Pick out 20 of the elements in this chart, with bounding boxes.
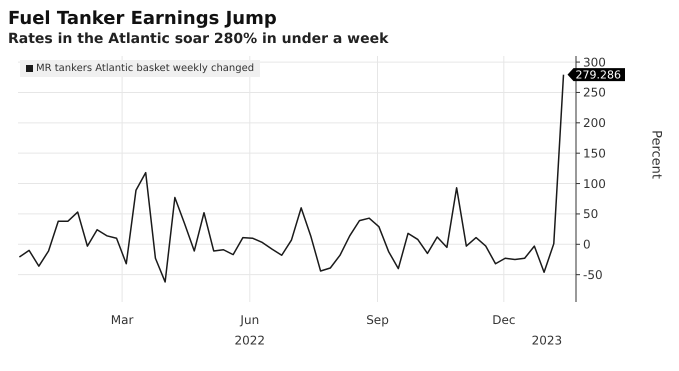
data-label: 279.286 [576, 68, 622, 82]
x2-tick-label: 2023 [532, 334, 562, 348]
chart-title: Fuel Tanker Earnings Jump [8, 8, 278, 30]
y-tick-label: 100 [583, 176, 606, 191]
y-axis-title: Percent [648, 130, 664, 179]
x-tick-label: Mar [110, 313, 134, 327]
x2-tick-label: 2022 [234, 334, 266, 348]
y-tick-label: 150 [583, 146, 606, 160]
y-tick-label: -50 [583, 268, 603, 282]
x-tick-label: Sep [366, 313, 389, 327]
legend-label: MR tankers Atlantic basket weekly changed [35, 63, 254, 74]
y-tick-label: 50 [583, 207, 598, 222]
x-tick-label: Dec [492, 313, 516, 327]
y-tick-label: 250 [583, 86, 606, 100]
chart-subtitle: Rates in the Atlantic soar 280% in under a week [8, 30, 390, 48]
line-series [18, 74, 564, 283]
y-tick-label: 300 [583, 55, 606, 70]
y-tick-label: 200 [583, 116, 606, 130]
x-tick-label: Jun [239, 313, 260, 327]
y-tick-label: 0 [583, 238, 591, 252]
